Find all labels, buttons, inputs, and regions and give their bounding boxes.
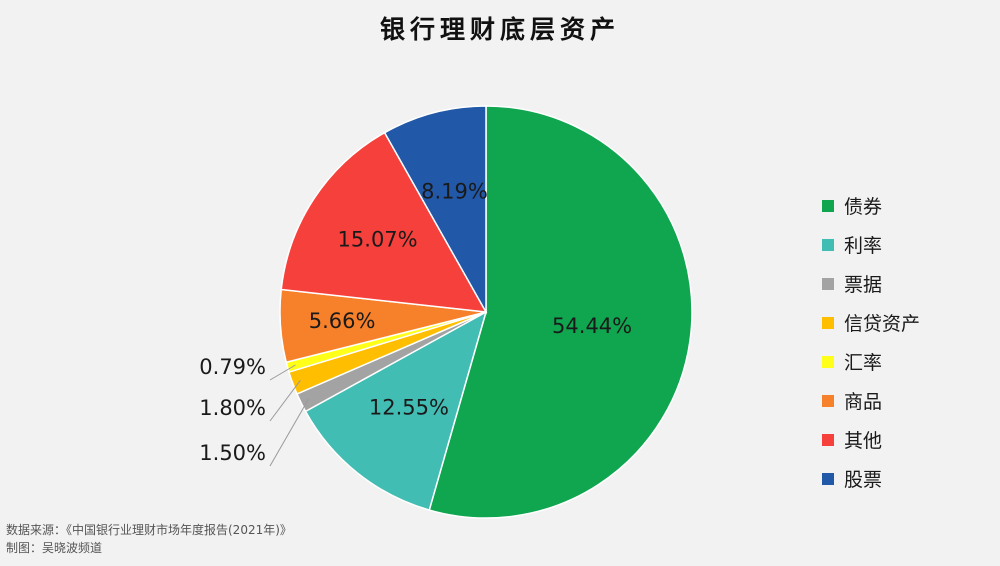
legend-label-3: 信贷资产 [844, 309, 920, 336]
legend-label-7: 股票 [844, 465, 882, 492]
legend-label-1: 利率 [844, 231, 882, 258]
source-note: 数据来源：《中国银行业理财市场年度报告(2021年)》 制图：吴晓波频道 [6, 521, 292, 557]
leader-line-3 [270, 380, 300, 421]
leader-line-2 [270, 399, 309, 466]
legend-item-0: 债券 [822, 186, 992, 225]
source-text: 数据来源：《中国银行业理财市场年度报告(2021年)》 [6, 521, 292, 539]
legend-swatch-2 [822, 278, 834, 290]
legend-item-5: 商品 [822, 381, 992, 420]
data-label-4: 0.79% [199, 355, 266, 379]
legend-swatch-1 [822, 239, 834, 251]
data-label-6: 15.07% [338, 228, 418, 252]
data-label-3: 1.80% [199, 396, 266, 420]
legend-label-2: 票据 [844, 270, 882, 297]
legend-item-4: 汇率 [822, 342, 992, 381]
data-label-5: 5.66% [309, 309, 376, 333]
legend-swatch-3 [822, 317, 834, 329]
legend-item-2: 票据 [822, 264, 992, 303]
legend-swatch-7 [822, 473, 834, 485]
legend-item-3: 信贷资产 [822, 303, 992, 342]
legend-label-0: 债券 [844, 192, 882, 219]
legend: 债券利率票据信贷资产汇率商品其他股票 [822, 186, 992, 498]
legend-swatch-0 [822, 200, 834, 212]
legend-swatch-6 [822, 434, 834, 446]
legend-swatch-4 [822, 356, 834, 368]
data-label-7: 8.19% [421, 180, 488, 204]
legend-label-5: 商品 [844, 387, 882, 414]
legend-item-1: 利率 [822, 225, 992, 264]
data-label-2: 1.50% [199, 441, 266, 465]
legend-item-7: 股票 [822, 459, 992, 498]
legend-label-6: 其他 [844, 426, 882, 453]
data-label-0: 54.44% [552, 314, 632, 338]
legend-swatch-5 [822, 395, 834, 407]
legend-label-4: 汇率 [844, 348, 882, 375]
data-label-1: 12.55% [369, 396, 449, 420]
credit-text: 制图：吴晓波频道 [6, 539, 292, 557]
legend-item-6: 其他 [822, 420, 992, 459]
